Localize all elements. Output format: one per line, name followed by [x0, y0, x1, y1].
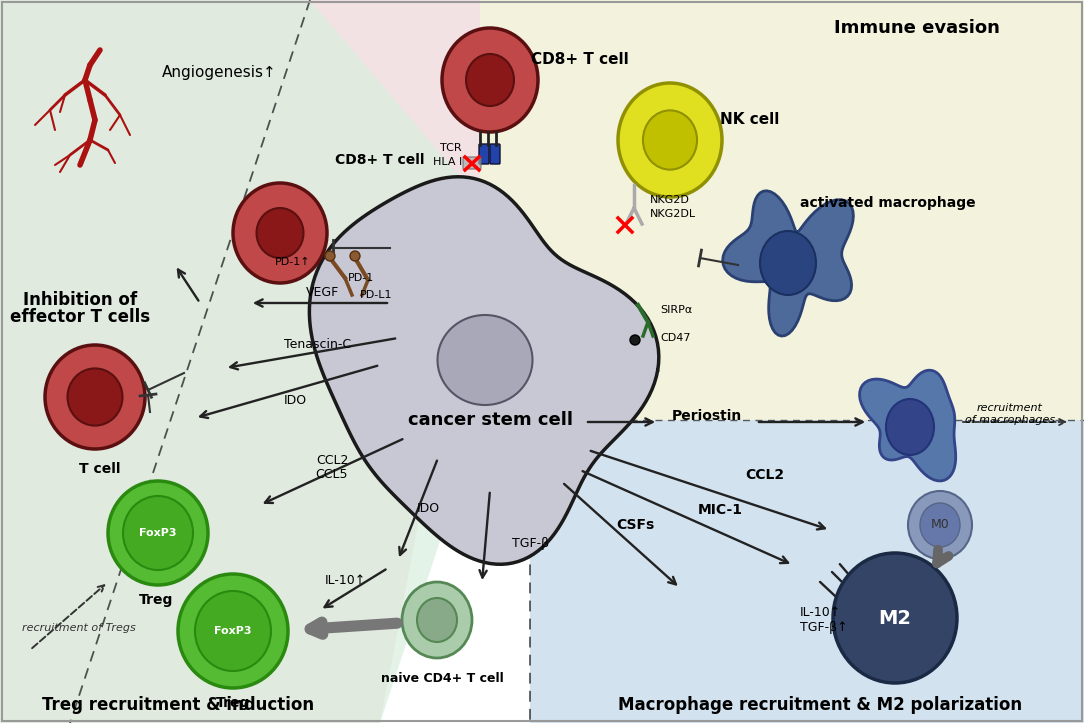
Text: T cell: T cell — [79, 462, 120, 476]
Ellipse shape — [833, 553, 957, 683]
Polygon shape — [0, 0, 480, 723]
Text: of macrophages: of macrophages — [965, 415, 1055, 425]
Polygon shape — [309, 176, 659, 564]
Text: NKG2DL: NKG2DL — [650, 209, 696, 219]
Text: PD-1↑: PD-1↑ — [274, 257, 310, 267]
Ellipse shape — [122, 496, 193, 570]
Text: NK cell: NK cell — [720, 113, 779, 127]
Ellipse shape — [442, 28, 538, 132]
Text: Immune evasion: Immune evasion — [834, 19, 1001, 37]
Ellipse shape — [195, 591, 271, 671]
Text: activated macrophage: activated macrophage — [800, 196, 976, 210]
Text: IDO: IDO — [416, 502, 440, 515]
Text: PD-L1: PD-L1 — [360, 290, 392, 300]
Text: VEGF: VEGF — [307, 286, 339, 299]
Ellipse shape — [417, 598, 457, 642]
Ellipse shape — [67, 369, 122, 426]
Text: naive CD4+ T cell: naive CD4+ T cell — [380, 672, 503, 685]
Polygon shape — [0, 0, 480, 723]
Text: effector T cells: effector T cells — [10, 308, 150, 326]
Text: SIRPα: SIRPα — [660, 305, 693, 315]
Text: Treg: Treg — [216, 696, 250, 710]
FancyBboxPatch shape — [463, 157, 481, 169]
Text: CD8+ T cell: CD8+ T cell — [335, 153, 425, 167]
Text: M0: M0 — [931, 518, 950, 531]
Text: TGF-β: TGF-β — [512, 536, 550, 549]
Text: Treg: Treg — [139, 593, 173, 607]
Ellipse shape — [108, 481, 208, 585]
Text: recruitment: recruitment — [977, 403, 1043, 413]
Ellipse shape — [178, 574, 288, 688]
Ellipse shape — [643, 111, 697, 170]
Ellipse shape — [466, 54, 514, 106]
Text: FoxP3: FoxP3 — [215, 626, 251, 636]
Ellipse shape — [257, 208, 304, 258]
Text: cancer stem cell: cancer stem cell — [408, 411, 572, 429]
Text: Periostin: Periostin — [672, 409, 743, 423]
Text: Tenascin-C: Tenascin-C — [284, 338, 351, 351]
Polygon shape — [723, 191, 853, 336]
FancyBboxPatch shape — [490, 144, 500, 164]
Text: TGF-β↑: TGF-β↑ — [800, 622, 848, 635]
Text: CSFs: CSFs — [616, 518, 654, 532]
Circle shape — [325, 251, 335, 261]
FancyBboxPatch shape — [479, 144, 489, 164]
Ellipse shape — [233, 183, 327, 283]
Ellipse shape — [908, 491, 972, 559]
Ellipse shape — [46, 345, 145, 449]
Polygon shape — [480, 0, 1084, 420]
Text: CCL5: CCL5 — [315, 468, 348, 481]
Text: NKG2D: NKG2D — [650, 195, 689, 205]
Ellipse shape — [618, 83, 722, 197]
Polygon shape — [860, 370, 956, 481]
Text: IL-10↑: IL-10↑ — [324, 573, 365, 586]
Text: Inhibition of: Inhibition of — [23, 291, 137, 309]
Text: CD8+ T cell: CD8+ T cell — [531, 53, 629, 67]
Text: Angiogenesis↑: Angiogenesis↑ — [162, 66, 276, 80]
Circle shape — [350, 251, 360, 261]
Text: CD47: CD47 — [660, 333, 691, 343]
Text: FoxP3: FoxP3 — [139, 528, 177, 538]
Text: IL-10↑: IL-10↑ — [800, 605, 841, 618]
Text: MIC-1: MIC-1 — [697, 503, 743, 517]
Ellipse shape — [920, 503, 960, 547]
Text: CCL2: CCL2 — [746, 468, 785, 482]
Circle shape — [630, 335, 640, 345]
Ellipse shape — [886, 399, 934, 455]
Polygon shape — [530, 420, 1084, 723]
Ellipse shape — [438, 315, 532, 405]
Text: TCR: TCR — [440, 143, 462, 153]
Text: recruitment of Tregs: recruitment of Tregs — [22, 623, 136, 633]
Text: IDO: IDO — [283, 393, 307, 406]
Text: HLA I: HLA I — [433, 157, 462, 167]
Text: M2: M2 — [878, 609, 912, 628]
Ellipse shape — [402, 582, 472, 658]
Text: PD-1: PD-1 — [348, 273, 374, 283]
Text: Treg recruitment & induction: Treg recruitment & induction — [42, 696, 314, 714]
Text: Macrophage recruitment & M2 polarization: Macrophage recruitment & M2 polarization — [618, 696, 1022, 714]
Text: CCL2: CCL2 — [315, 453, 348, 466]
Ellipse shape — [760, 231, 816, 295]
